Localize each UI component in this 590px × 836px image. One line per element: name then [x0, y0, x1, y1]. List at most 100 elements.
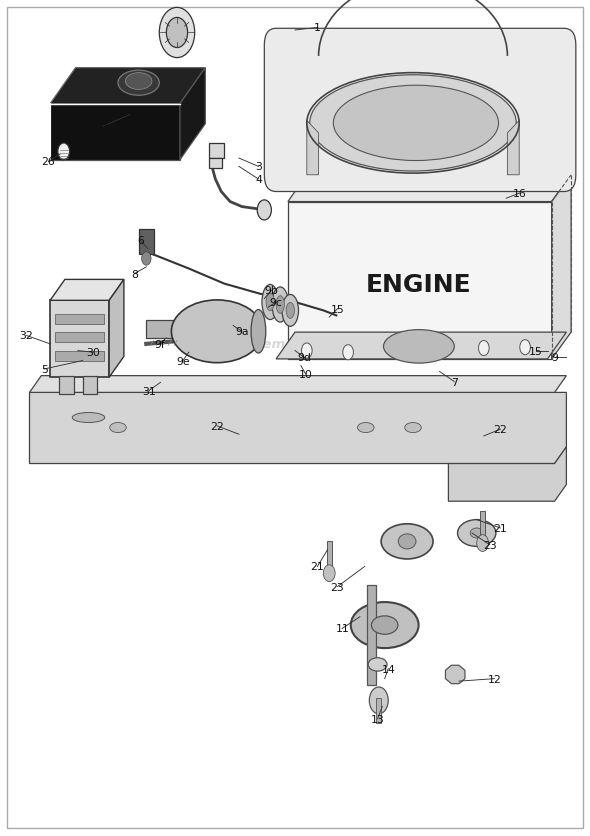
Ellipse shape	[118, 71, 159, 96]
Ellipse shape	[372, 616, 398, 635]
Text: 9c: 9c	[270, 298, 283, 308]
Bar	[139, 230, 154, 255]
Polygon shape	[448, 447, 566, 502]
Ellipse shape	[350, 602, 419, 649]
Text: 15: 15	[529, 346, 543, 356]
Text: 9: 9	[551, 353, 558, 363]
Ellipse shape	[358, 423, 374, 433]
Text: 14: 14	[381, 664, 395, 674]
Circle shape	[58, 144, 70, 161]
Polygon shape	[109, 280, 124, 378]
Text: 31: 31	[142, 386, 156, 396]
Text: 10: 10	[299, 370, 313, 380]
Ellipse shape	[368, 658, 387, 671]
Polygon shape	[288, 202, 552, 359]
Ellipse shape	[333, 86, 499, 161]
Bar	[59, 376, 74, 395]
Ellipse shape	[384, 330, 454, 364]
Text: 8: 8	[131, 269, 138, 279]
Bar	[376, 698, 381, 723]
Polygon shape	[180, 69, 205, 161]
Bar	[480, 512, 485, 543]
Ellipse shape	[405, 423, 421, 433]
Text: 9f: 9f	[154, 339, 165, 349]
Polygon shape	[50, 301, 109, 378]
Bar	[327, 542, 332, 573]
Ellipse shape	[276, 296, 284, 314]
Text: 21: 21	[493, 523, 507, 533]
Ellipse shape	[398, 534, 416, 549]
FancyBboxPatch shape	[264, 29, 576, 192]
Text: 9d: 9d	[297, 353, 311, 363]
Text: 11: 11	[335, 624, 349, 634]
Ellipse shape	[73, 413, 105, 423]
Ellipse shape	[125, 74, 152, 90]
Ellipse shape	[251, 310, 266, 354]
Circle shape	[369, 687, 388, 714]
Polygon shape	[50, 104, 180, 161]
Text: 26: 26	[41, 157, 55, 167]
Bar	[55, 333, 104, 343]
Text: 32: 32	[19, 331, 34, 341]
Circle shape	[301, 344, 312, 359]
Circle shape	[142, 252, 151, 266]
Circle shape	[323, 565, 335, 582]
Text: 1: 1	[314, 23, 321, 33]
Circle shape	[166, 18, 188, 48]
Circle shape	[478, 341, 489, 356]
Text: 22: 22	[210, 421, 224, 431]
Ellipse shape	[262, 285, 278, 320]
Bar	[367, 585, 376, 686]
Text: 12: 12	[487, 674, 502, 684]
Bar	[209, 144, 224, 159]
Circle shape	[477, 535, 489, 552]
Polygon shape	[507, 121, 519, 176]
Bar	[55, 314, 104, 324]
Polygon shape	[288, 176, 571, 202]
Text: 9a: 9a	[235, 327, 248, 337]
Ellipse shape	[286, 303, 294, 319]
Polygon shape	[50, 69, 205, 104]
Polygon shape	[552, 176, 571, 359]
Ellipse shape	[458, 520, 496, 547]
Ellipse shape	[110, 423, 126, 433]
Bar	[146, 320, 185, 339]
Text: 15: 15	[330, 304, 345, 314]
Ellipse shape	[470, 528, 483, 538]
Ellipse shape	[310, 76, 516, 171]
Circle shape	[343, 345, 353, 360]
Circle shape	[159, 8, 195, 59]
Polygon shape	[276, 333, 566, 359]
Ellipse shape	[266, 293, 274, 311]
Ellipse shape	[282, 295, 299, 327]
Text: 7: 7	[451, 377, 458, 387]
Bar	[209, 159, 222, 169]
Ellipse shape	[381, 524, 433, 559]
Polygon shape	[30, 376, 566, 393]
Bar	[55, 351, 104, 361]
Text: 21: 21	[310, 562, 325, 572]
Polygon shape	[307, 121, 319, 176]
Text: 5: 5	[41, 364, 48, 375]
Text: 16: 16	[512, 189, 526, 199]
Ellipse shape	[272, 288, 289, 323]
Polygon shape	[30, 393, 566, 464]
Circle shape	[257, 201, 271, 221]
Text: eReplacementParts.com: eReplacementParts.com	[205, 338, 385, 351]
Text: 6: 6	[137, 236, 144, 246]
Ellipse shape	[172, 301, 263, 363]
Text: 13: 13	[371, 714, 385, 724]
Text: 4: 4	[255, 175, 262, 185]
Polygon shape	[50, 280, 124, 301]
Text: 3: 3	[255, 162, 262, 172]
Text: 2: 2	[100, 122, 107, 132]
Bar	[83, 376, 97, 395]
Text: 30: 30	[86, 348, 100, 358]
Text: ENGINE: ENGINE	[366, 273, 472, 296]
Circle shape	[520, 340, 530, 355]
Text: 23: 23	[330, 582, 345, 592]
Text: 9b: 9b	[264, 286, 278, 296]
Text: 23: 23	[483, 540, 497, 550]
Text: 22: 22	[493, 425, 507, 435]
Polygon shape	[445, 665, 465, 684]
